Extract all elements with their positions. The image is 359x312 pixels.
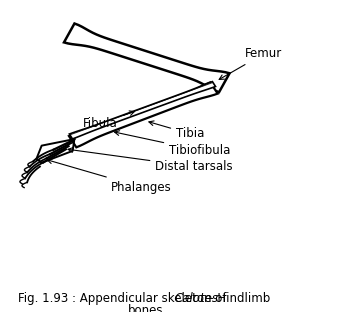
Polygon shape bbox=[69, 82, 215, 139]
Text: Tibia: Tibia bbox=[149, 121, 204, 140]
Text: Calotes: Calotes bbox=[174, 292, 218, 305]
Text: Fig. 1.93 : Appendicular skeleton of: Fig. 1.93 : Appendicular skeleton of bbox=[18, 292, 230, 305]
Text: Tibiofibula: Tibiofibula bbox=[115, 131, 230, 157]
Polygon shape bbox=[64, 23, 229, 92]
Text: Fibula: Fibula bbox=[83, 111, 134, 130]
Text: – Hindlimb: – Hindlimb bbox=[204, 292, 270, 305]
Text: Distal tarsals: Distal tarsals bbox=[68, 148, 233, 173]
Text: Femur: Femur bbox=[219, 47, 282, 80]
Text: bones: bones bbox=[127, 304, 163, 312]
Text: Phalanges: Phalanges bbox=[47, 159, 171, 193]
Polygon shape bbox=[69, 82, 218, 147]
